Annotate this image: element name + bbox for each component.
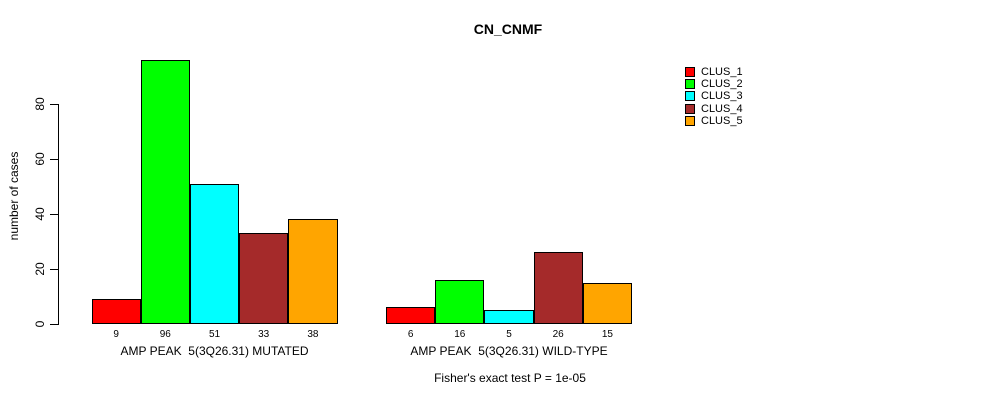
y-tick (50, 104, 58, 105)
legend-swatch-clus_3 (685, 91, 695, 101)
bar-value-label: 5 (506, 329, 512, 340)
y-tick (50, 214, 58, 215)
legend-label: CLUS_2 (701, 78, 743, 90)
legend-label: CLUS_4 (701, 103, 743, 115)
chart-title: CN_CNMF (473, 21, 543, 37)
group-label: AMP PEAK 5(3Q26.31) MUTATED (120, 344, 309, 358)
bar-value-label: 9 (113, 329, 119, 340)
bar-value-label: 15 (601, 329, 613, 340)
bar-value-label: 16 (454, 329, 466, 340)
legend-swatch-clus_2 (685, 79, 695, 89)
y-tick-label: 60 (33, 152, 47, 166)
y-tick-label: 0 (33, 320, 47, 328)
bar-value-label: 51 (208, 329, 221, 340)
y-tick-label: 20 (33, 262, 47, 276)
bar-value-label: 26 (552, 329, 564, 340)
legend-item: CLUS_4 (685, 103, 743, 115)
y-tick (50, 159, 58, 160)
y-tick-label: 40 (33, 207, 47, 221)
legend-item: CLUS_3 (685, 90, 743, 102)
bar-clus_4-group2 (534, 252, 583, 324)
bar-clus_5-group2 (583, 283, 632, 324)
bar-clus_4-group1 (239, 233, 288, 324)
y-tick (50, 324, 58, 325)
legend-swatch-clus_4 (685, 104, 695, 114)
bar-clus_2-group2 (435, 280, 484, 324)
group-label: AMP PEAK 5(3Q26.31) WILD-TYPE (410, 344, 608, 358)
y-tick-label: 80 (33, 97, 47, 111)
bar-clus_1-group2 (386, 307, 435, 324)
legend-label: CLUS_3 (701, 90, 743, 102)
y-axis-label: number of cases (7, 151, 21, 241)
bar-value-label: 33 (258, 329, 270, 340)
legend-swatch-clus_5 (685, 116, 695, 126)
legend-item: CLUS_1 (685, 66, 743, 78)
bar-value-label: 96 (159, 329, 171, 340)
y-tick (50, 269, 58, 270)
bar-clus_2-group1 (141, 60, 190, 324)
legend-label: CLUS_1 (701, 66, 743, 78)
bar-clus_3-group1 (190, 184, 239, 324)
legend-label: CLUS_5 (701, 115, 743, 127)
y-axis-line (58, 104, 59, 325)
bar-clus_1-group1 (92, 299, 141, 324)
legend-item: CLUS_2 (685, 78, 743, 90)
footnote: Fisher's exact test P = 1e-05 (434, 371, 586, 385)
bar-clus_5-group1 (288, 219, 338, 324)
legend-item: CLUS_5 (685, 115, 743, 127)
bar-value-label: 38 (307, 329, 319, 340)
bar-clus_3-group2 (484, 310, 534, 324)
legend-swatch-clus_1 (685, 67, 695, 77)
bar-value-label: 6 (407, 329, 414, 340)
